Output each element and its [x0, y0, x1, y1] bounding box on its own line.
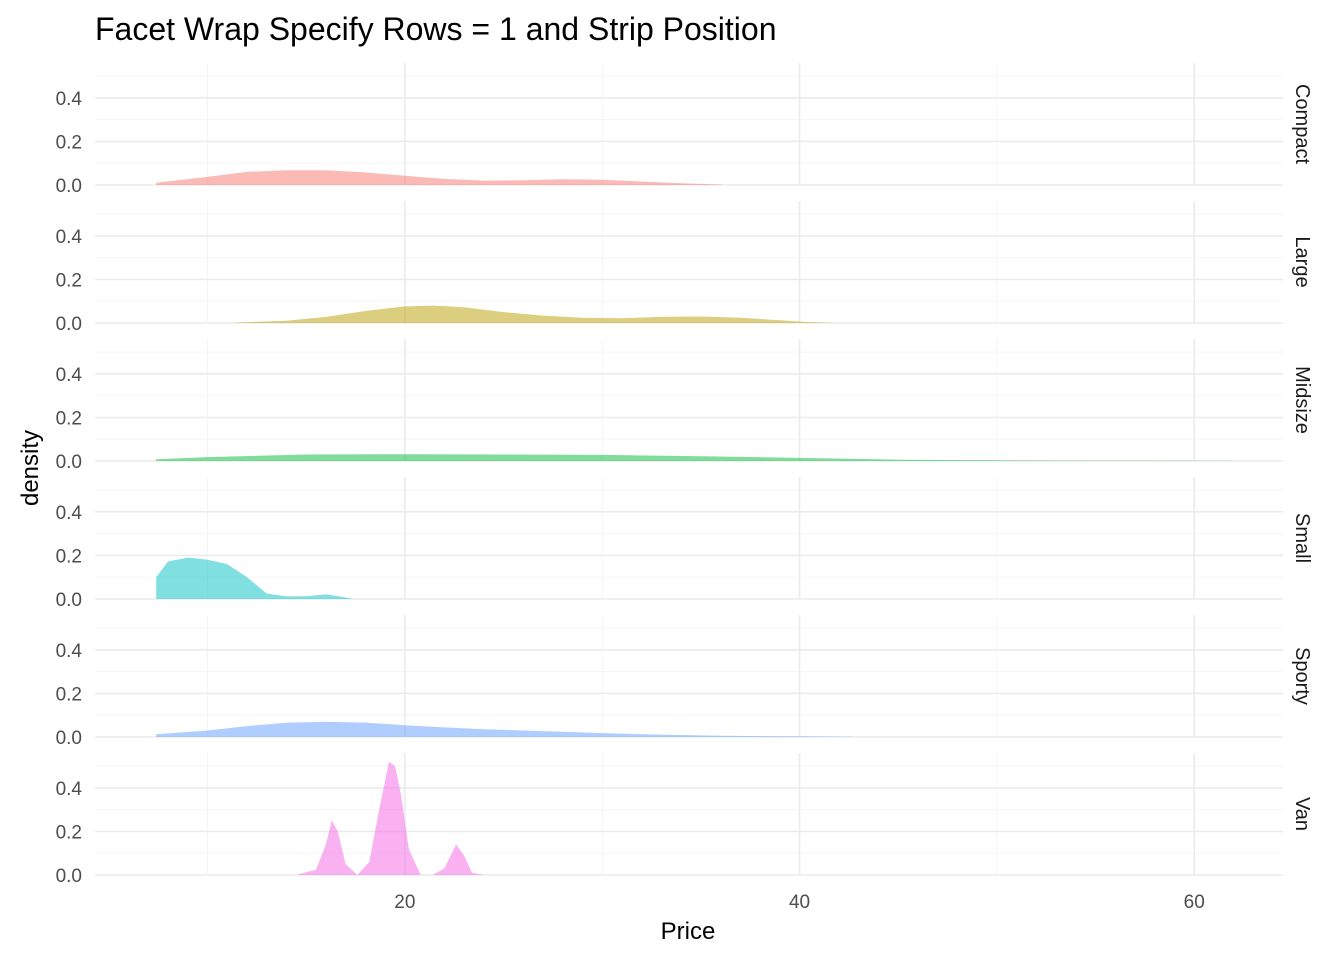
chart-title: Facet Wrap Specify Rows = 1 and Strip Po…: [95, 11, 777, 47]
y-tick-label: 0.0: [56, 866, 82, 887]
density-area-compact: [156, 170, 723, 185]
y-tick-label: 0.0: [56, 452, 82, 473]
y-tick-label: 0.0: [56, 590, 82, 611]
x-tick-label: 60: [1184, 892, 1205, 913]
facet-panel-compact: 0.0 0.2 0.4 Compact: [56, 63, 1313, 197]
y-tick-label: 0.4: [56, 779, 83, 800]
x-axis-label: Price: [661, 918, 716, 945]
strip-label-sporty: Sporty: [1291, 647, 1313, 705]
density-area-sporty: [156, 721, 853, 737]
y-tick-label: 0.2: [56, 408, 82, 429]
facet-panel-small: 0.0 0.2 0.4 Small: [56, 477, 1313, 611]
density-area-large: [235, 305, 832, 323]
facet-panel-van: 0.0 0.2 0.4 Van: [56, 753, 1313, 887]
x-tick-label: 40: [789, 892, 810, 913]
y-tick-label: 0.4: [56, 365, 83, 386]
facet-panel-sporty: 0.0 0.2 0.4 Sporty: [56, 615, 1313, 749]
y-tick-label: 0.4: [56, 227, 83, 248]
facet-panels: 0.0 0.2 0.4 Compact 0.0 0.2 0.4 Large 0.0 0.2 0.4 M…: [56, 63, 1313, 887]
strip-label-midsize: Midsize: [1291, 366, 1313, 434]
y-tick-label: 0.0: [56, 728, 82, 749]
strip-label-small: Small: [1291, 513, 1313, 563]
y-tick-label: 0.4: [56, 503, 83, 524]
y-tick-label: 0.4: [56, 641, 83, 662]
y-tick-label: 0.0: [56, 176, 82, 197]
y-tick-label: 0.2: [56, 132, 82, 153]
strip-label-compact: Compact: [1291, 84, 1313, 164]
facet-panel-midsize: 0.0 0.2 0.4 Midsize: [56, 339, 1313, 473]
strip-label-van: Van: [1291, 797, 1313, 831]
y-tick-label: 0.2: [56, 546, 82, 567]
x-tick-label: 20: [394, 892, 415, 913]
y-tick-label: 0.2: [56, 822, 82, 843]
x-axis-tick-labels: 20 40 60: [394, 892, 1205, 913]
facet-panel-large: 0.0 0.2 0.4 Large: [56, 201, 1313, 335]
y-tick-label: 0.4: [56, 89, 83, 110]
strip-label-large: Large: [1291, 236, 1313, 287]
y-axis-label: density: [17, 430, 44, 506]
y-tick-label: 0.0: [56, 314, 82, 335]
density-area-van: [296, 761, 484, 875]
density-area-small: [156, 557, 352, 599]
y-tick-label: 0.2: [56, 684, 82, 705]
y-tick-label: 0.2: [56, 270, 82, 291]
density-area-midsize: [156, 454, 1232, 461]
